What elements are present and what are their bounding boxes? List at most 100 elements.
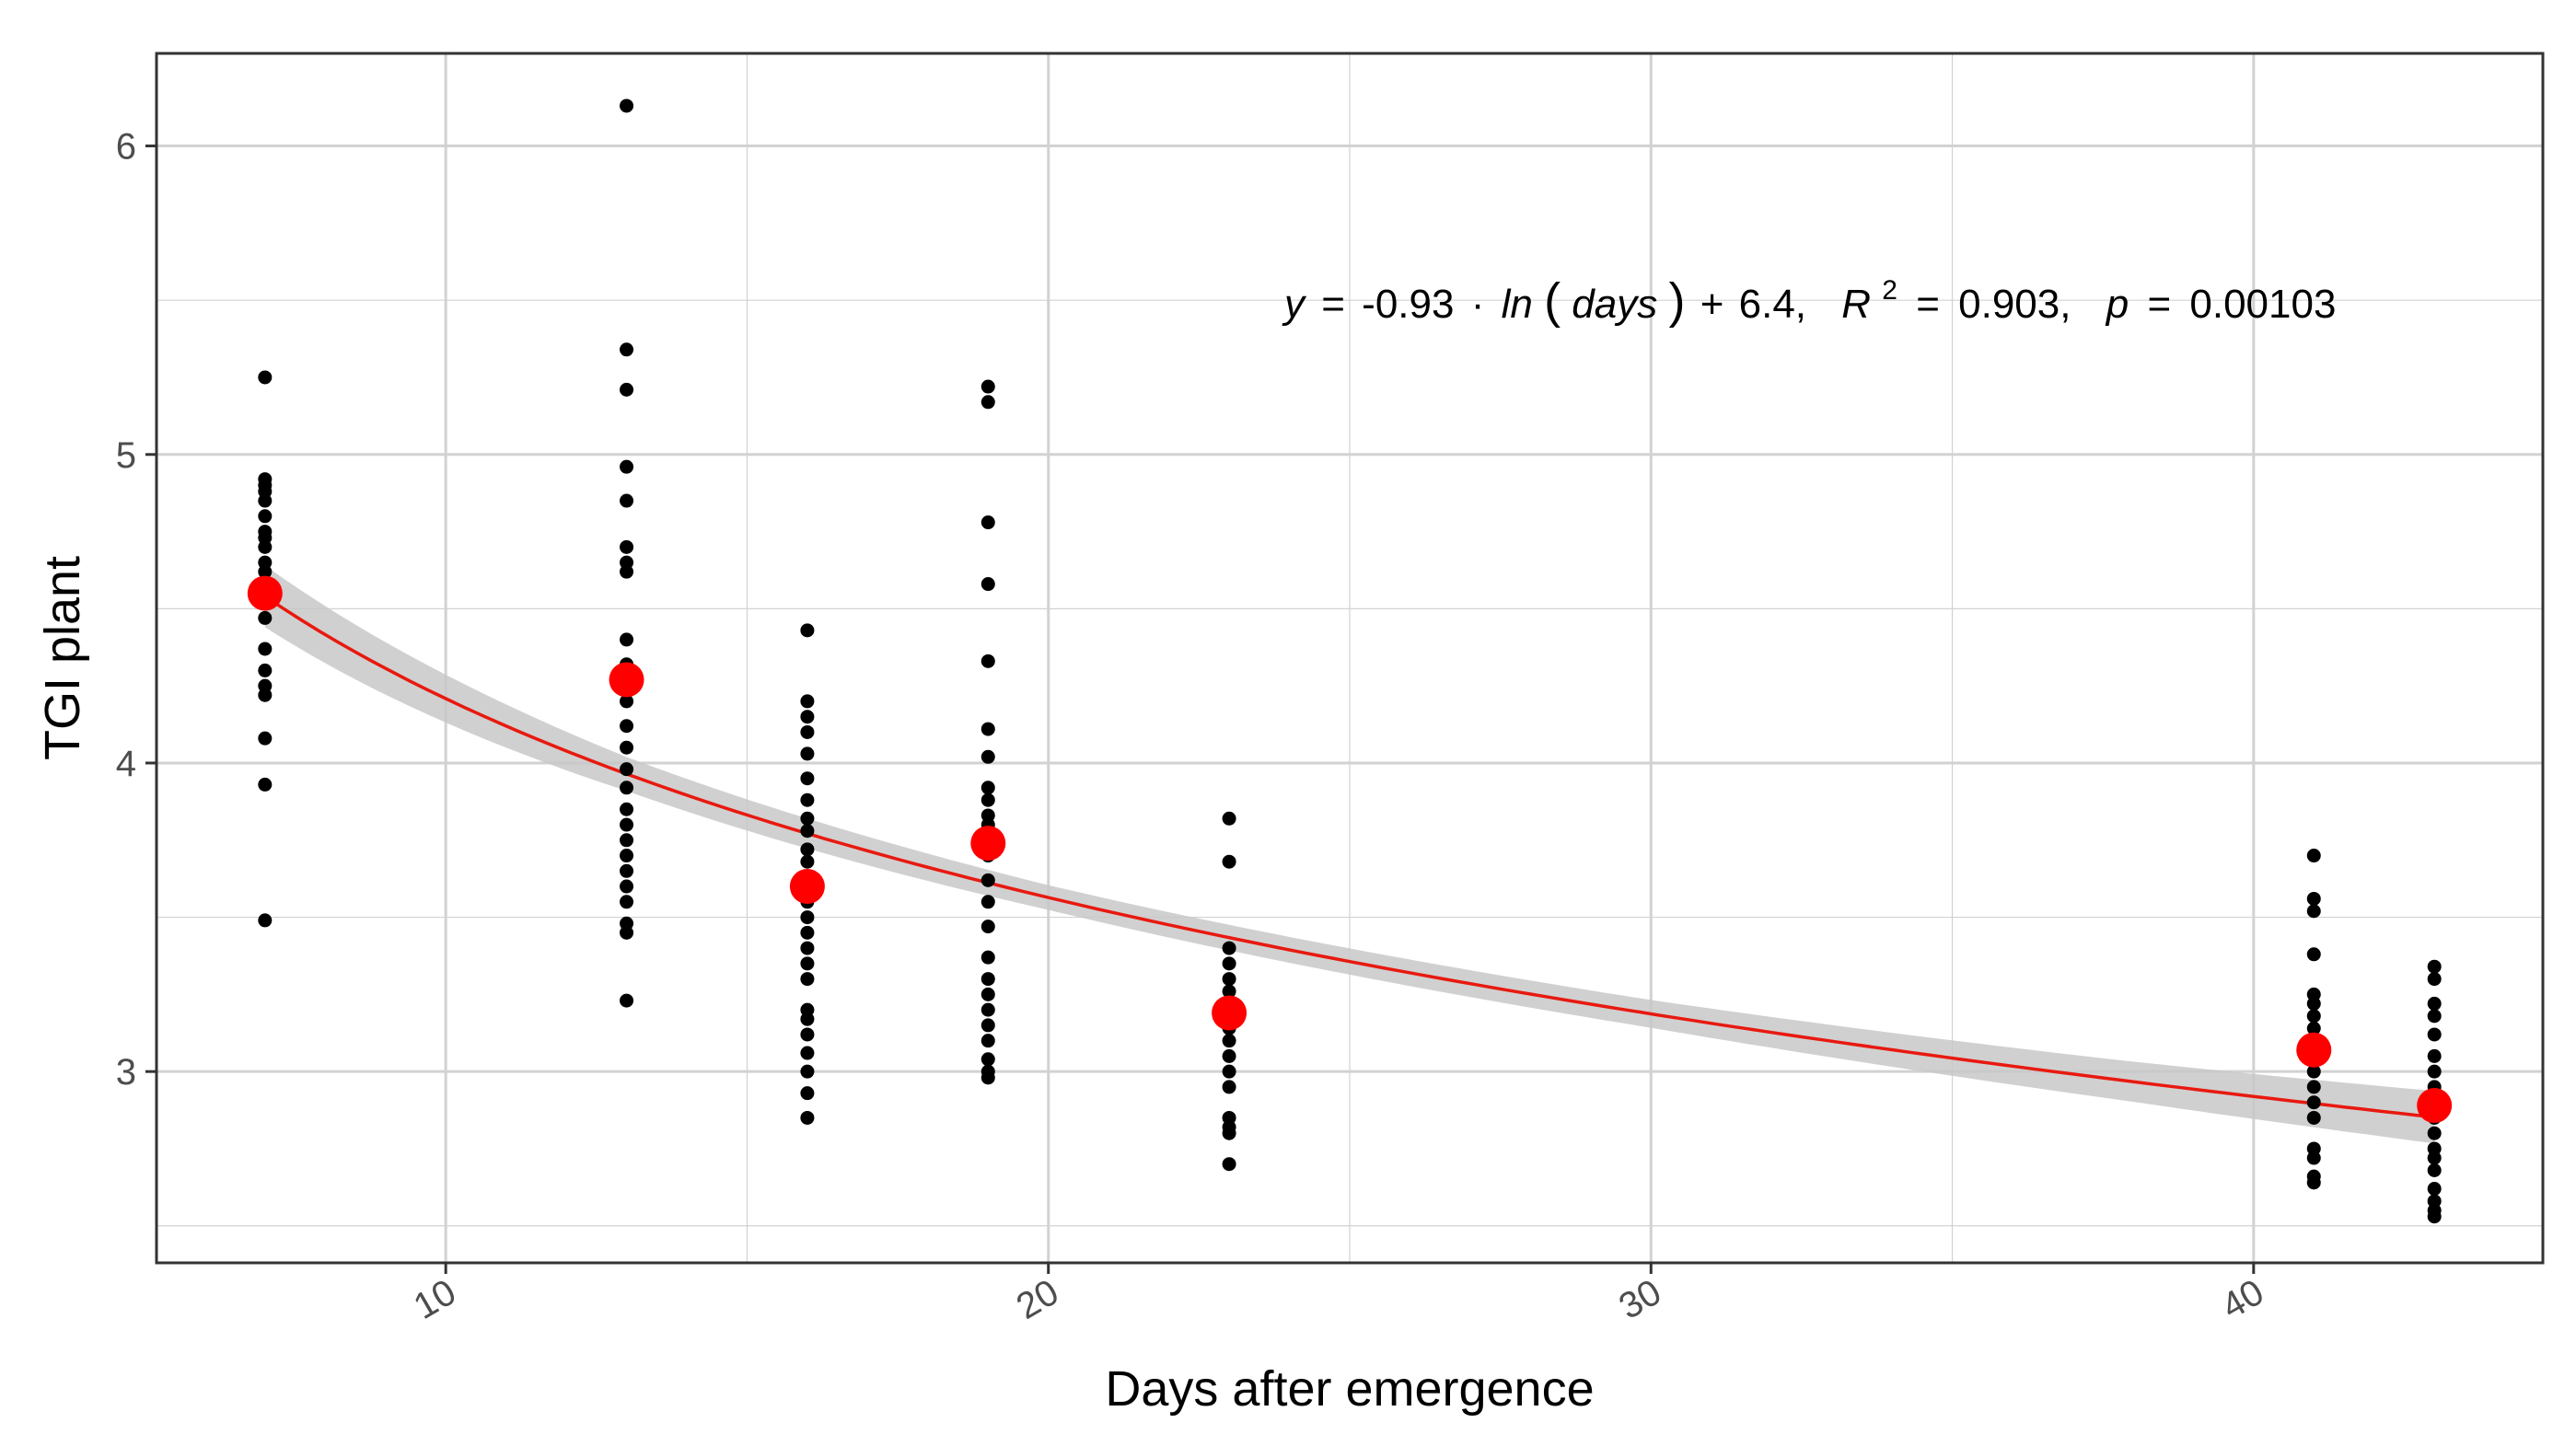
observation-point xyxy=(2306,1095,2321,1110)
mean-point xyxy=(2296,1032,2332,1068)
y-tick-label: 5 xyxy=(116,435,136,476)
observation-point xyxy=(981,379,995,394)
observation-point xyxy=(2427,1009,2442,1024)
observation-point xyxy=(620,342,634,357)
observation-point xyxy=(258,564,273,579)
eq-close-paren: ) xyxy=(1668,273,1685,329)
observation-point xyxy=(800,925,815,940)
observation-point xyxy=(981,1018,995,1033)
observation-point xyxy=(800,811,815,826)
eq-coefficient: -0.93 xyxy=(1362,282,1454,327)
observation-point xyxy=(1222,941,1236,955)
observation-point xyxy=(620,833,634,848)
observation-point xyxy=(2427,1209,2442,1224)
mean-point xyxy=(970,826,1006,862)
observation-point xyxy=(620,493,634,508)
observation-point xyxy=(2306,904,2321,919)
observation-point xyxy=(981,873,995,887)
observation-point xyxy=(620,632,634,647)
observation-point xyxy=(800,941,815,955)
observation-point xyxy=(1222,1034,1236,1048)
observation-point xyxy=(981,722,995,736)
mean-point xyxy=(609,662,644,698)
observation-point xyxy=(258,493,273,508)
observation-point xyxy=(620,762,634,777)
observation-point xyxy=(258,370,273,385)
observation-point xyxy=(2427,1163,2442,1177)
observation-point xyxy=(2306,996,2321,1011)
observation-point xyxy=(981,654,995,668)
observation-point xyxy=(620,781,634,795)
y-tick-label: 3 xyxy=(116,1052,136,1093)
observation-point xyxy=(620,993,634,1008)
observation-point xyxy=(2306,1064,2321,1079)
observation-point xyxy=(620,459,634,474)
observation-point xyxy=(1222,1157,1236,1172)
observation-point xyxy=(2427,959,2442,974)
y-tick-label: 6 xyxy=(116,127,136,168)
observation-point xyxy=(2427,1027,2442,1042)
observation-point xyxy=(620,925,634,940)
y-axis-title: TGI plant xyxy=(35,556,90,760)
observation-point xyxy=(2306,1009,2321,1024)
observation-point xyxy=(620,539,634,554)
y-axis: 3 4 5 6 xyxy=(116,127,157,1093)
observation-point xyxy=(800,1086,815,1101)
observation-point xyxy=(981,1002,995,1017)
observation-point xyxy=(2427,1151,2442,1165)
observation-point xyxy=(620,719,634,734)
observation-point xyxy=(620,863,634,878)
observation-point xyxy=(258,913,273,928)
observation-point xyxy=(800,623,815,638)
eq-ln: ln xyxy=(1502,282,1533,327)
eq-variable: days xyxy=(1572,282,1657,327)
observation-point xyxy=(1222,1126,1236,1140)
x-axis-title: Days after emergence xyxy=(1105,1361,1594,1417)
observation-point xyxy=(2306,1110,2321,1125)
observation-point xyxy=(800,842,815,857)
observation-point xyxy=(620,98,634,113)
observation-point xyxy=(800,1027,815,1042)
observation-point xyxy=(800,746,815,761)
observation-point xyxy=(800,771,815,786)
observation-point xyxy=(2427,1048,2442,1063)
means-layer xyxy=(247,575,2453,1124)
eq-r-equals: = xyxy=(1916,282,1940,327)
observation-point xyxy=(981,920,995,934)
observation-point xyxy=(981,1052,995,1067)
eq-r: R xyxy=(1841,282,1871,327)
observation-point xyxy=(620,694,634,709)
observation-point xyxy=(620,879,634,894)
observation-point xyxy=(981,577,995,592)
observation-point xyxy=(258,777,273,792)
observation-point xyxy=(2427,1126,2442,1140)
observation-point xyxy=(620,817,634,832)
observation-point xyxy=(258,688,273,702)
eq-plus: + xyxy=(1700,282,1724,327)
y-tick-label: 4 xyxy=(116,744,136,784)
observation-point xyxy=(800,792,815,807)
observation-point xyxy=(1222,811,1236,826)
observation-point xyxy=(981,895,995,909)
observation-point xyxy=(800,1110,815,1125)
observation-point xyxy=(2306,849,2321,863)
observation-point xyxy=(2306,1175,2321,1190)
observation-point xyxy=(2306,1021,2321,1035)
observation-point xyxy=(1222,984,1236,999)
observation-point xyxy=(620,564,634,579)
observation-point xyxy=(2306,891,2321,906)
observation-point xyxy=(2306,1151,2321,1165)
observation-point xyxy=(981,395,995,410)
observation-point xyxy=(981,792,995,807)
eq-y: y xyxy=(1282,282,1307,327)
eq-p: p xyxy=(2105,282,2129,327)
observation-point xyxy=(2427,972,2442,987)
observation-point xyxy=(2427,1182,2442,1197)
mean-point xyxy=(789,869,825,905)
confidence-band xyxy=(264,565,2435,1144)
eq-r-superscript: 2 xyxy=(1882,275,1897,306)
ci-band-layer xyxy=(264,565,2435,1144)
observation-point xyxy=(1222,956,1236,971)
fit-equation-annotation: y = -0.93 · ln ( days ) + 6.4, R 2 = 0.9… xyxy=(1282,263,2336,329)
